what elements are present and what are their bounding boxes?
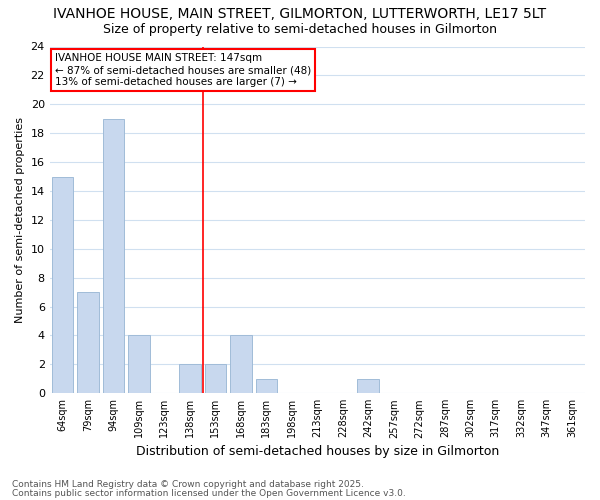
Bar (230, 336, 251, 393)
X-axis label: Distribution of semi-detached houses by size in Gilmorton: Distribution of semi-detached houses by … (136, 444, 499, 458)
Bar (256, 378, 277, 393)
Bar (77, 292, 99, 393)
Text: Contains public sector information licensed under the Open Government Licence v3: Contains public sector information licen… (12, 488, 406, 498)
Text: IVANHOE HOUSE, MAIN STREET, GILMORTON, LUTTERWORTH, LE17 5LT: IVANHOE HOUSE, MAIN STREET, GILMORTON, L… (53, 8, 547, 22)
Text: Contains HM Land Registry data © Crown copyright and database right 2025.: Contains HM Land Registry data © Crown c… (12, 480, 364, 489)
Bar (52, 176, 73, 393)
Bar (205, 364, 226, 393)
Bar (103, 118, 124, 393)
Bar (358, 378, 379, 393)
Y-axis label: Number of semi-detached properties: Number of semi-detached properties (15, 117, 25, 323)
Bar (128, 336, 150, 393)
Text: Size of property relative to semi-detached houses in Gilmorton: Size of property relative to semi-detach… (103, 22, 497, 36)
Text: IVANHOE HOUSE MAIN STREET: 147sqm
← 87% of semi-detached houses are smaller (48): IVANHOE HOUSE MAIN STREET: 147sqm ← 87% … (55, 54, 311, 86)
Bar (179, 364, 201, 393)
